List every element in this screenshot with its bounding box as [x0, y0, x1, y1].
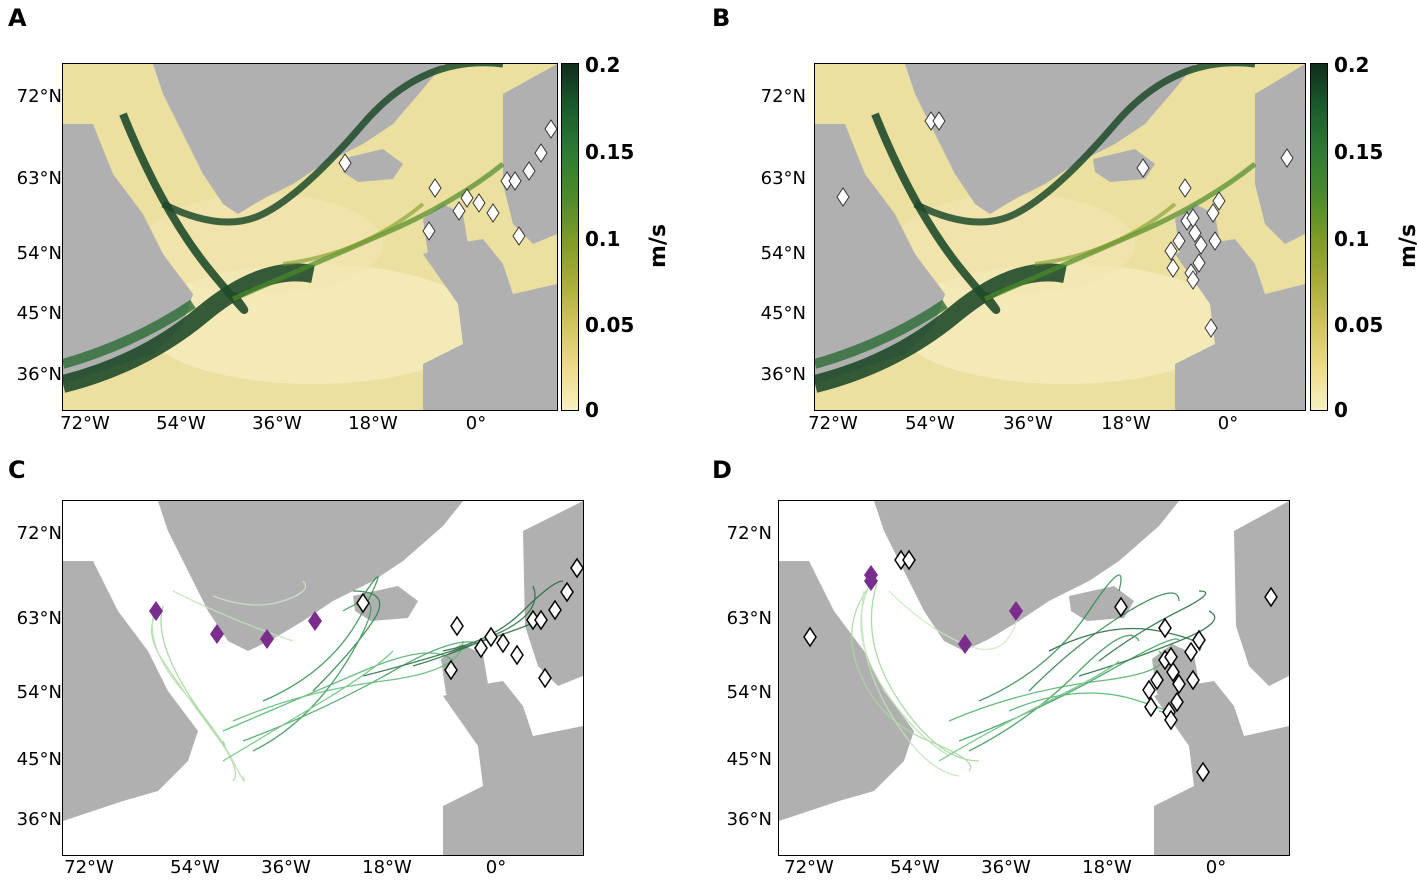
- lon-tick-d-0: 0°: [1205, 857, 1227, 878]
- lon-tick-d-54w: 54°W: [890, 857, 940, 878]
- lat-tick-b-72: 72°N: [760, 86, 806, 107]
- lon-tick-c-0: 0°: [485, 857, 507, 878]
- lon-tick-b-0: 0°: [1217, 413, 1239, 434]
- land-greenland: [874, 501, 1179, 651]
- lat-tick-b-45: 45°N: [760, 303, 806, 324]
- trajectory-map-c: [63, 501, 583, 855]
- lon-tick-d-18w: 18°W: [1082, 857, 1132, 878]
- land-scandinavia: [1234, 501, 1289, 686]
- panel-label-d: D: [712, 456, 732, 484]
- lat-tick-a-36: 36°N: [16, 364, 62, 385]
- lat-tick-b-36: 36°N: [760, 364, 806, 385]
- lon-tick-a-0: 0°: [465, 413, 487, 434]
- colorbar-a-unit: m/s: [646, 223, 671, 268]
- map-panel-b: [814, 63, 1306, 411]
- lon-tick-c-72w: 72°W: [64, 857, 114, 878]
- lon-tick-d-36w: 36°W: [981, 857, 1031, 878]
- lat-tick-a-54: 54°N: [16, 243, 62, 264]
- land-europe: [443, 681, 583, 855]
- colorbar-a-tick-0: 0: [585, 398, 599, 422]
- colorbar-a-tick-0.15: 0.15: [585, 140, 635, 164]
- land-british-isles: [441, 644, 488, 704]
- lon-tick-b-54w: 54°W: [905, 413, 955, 434]
- map-panel-d: [778, 500, 1290, 856]
- release-markers-d: [864, 565, 1023, 654]
- land-iceland: [1093, 149, 1155, 182]
- land-europe: [1154, 681, 1289, 855]
- endpoint-markers-b: [836, 111, 1294, 338]
- lat-tick-b-54: 54°N: [760, 243, 806, 264]
- land-europe: [423, 239, 557, 410]
- panel-label-c: C: [8, 456, 26, 484]
- lat-tick-c-36: 36°N: [16, 809, 62, 830]
- trajectories-c: [151, 576, 564, 782]
- colorbar-b-tick-0.15: 0.15: [1334, 140, 1384, 164]
- land-europe: [1175, 239, 1305, 410]
- colorbar-b-tick-0: 0: [1334, 398, 1348, 422]
- endpoint-markers-d: [803, 549, 1278, 783]
- lat-tick-a-63: 63°N: [16, 168, 62, 189]
- colorbar-b-tick-0.1: 0.1: [1334, 227, 1370, 251]
- lat-tick-d-45: 45°N: [726, 749, 772, 770]
- lon-tick-d-72w: 72°W: [784, 857, 834, 878]
- lon-tick-b-72w: 72°W: [808, 413, 858, 434]
- lat-tick-c-63: 63°N: [16, 608, 62, 629]
- lat-tick-c-72: 72°N: [16, 523, 62, 544]
- land-greenland: [158, 501, 463, 651]
- land-north-america: [779, 561, 914, 821]
- lon-tick-a-54w: 54°W: [156, 413, 206, 434]
- colorbar-b-unit: m/s: [1396, 223, 1417, 268]
- trajectories-d: [851, 574, 1216, 777]
- trajectory-map-d: [779, 501, 1289, 855]
- colorbar-a: [561, 63, 579, 411]
- land-greenland: [153, 64, 443, 214]
- lat-tick-c-54: 54°N: [16, 682, 62, 703]
- lat-tick-d-36: 36°N: [726, 809, 772, 830]
- panel-label-b: B: [712, 4, 731, 32]
- panel-label-a: A: [8, 4, 27, 32]
- lon-tick-c-18w: 18°W: [362, 857, 412, 878]
- land-north-america: [63, 561, 198, 821]
- lon-tick-b-36w: 36°W: [1003, 413, 1053, 434]
- lon-tick-c-36w: 36°W: [261, 857, 311, 878]
- land-iceland: [353, 586, 418, 621]
- colorbar-b: [1310, 63, 1328, 411]
- lat-tick-b-63: 63°N: [760, 168, 806, 189]
- lat-tick-d-72: 72°N: [726, 523, 772, 544]
- endpoint-markers-c: [356, 557, 583, 689]
- release-markers-c: [149, 601, 322, 649]
- colorbar-b-tick-0.05: 0.05: [1334, 313, 1384, 337]
- land-british-isles: [423, 204, 468, 264]
- land-scandinavia: [523, 501, 583, 686]
- colorbar-a-tick-0.1: 0.1: [585, 227, 621, 251]
- colorbar-a-tick-0.05: 0.05: [585, 313, 635, 337]
- lat-tick-d-54: 54°N: [726, 682, 772, 703]
- lat-tick-a-45: 45°N: [16, 303, 62, 324]
- land-scandinavia: [503, 64, 557, 244]
- lat-tick-a-72: 72°N: [16, 86, 62, 107]
- land-iceland: [341, 149, 403, 182]
- lon-tick-a-18w: 18°W: [348, 413, 398, 434]
- land-greenland: [905, 64, 1195, 214]
- lat-tick-c-45: 45°N: [16, 749, 62, 770]
- map-panel-c: [62, 500, 584, 856]
- land-scandinavia: [1255, 64, 1305, 244]
- lon-tick-a-72w: 72°W: [60, 413, 110, 434]
- lon-tick-c-54w: 54°W: [170, 857, 220, 878]
- map-panel-a: [62, 63, 558, 411]
- lon-tick-a-36w: 36°W: [252, 413, 302, 434]
- speed-map-a: [63, 64, 557, 410]
- lon-tick-b-18w: 18°W: [1101, 413, 1151, 434]
- speed-map-b: [815, 64, 1305, 410]
- colorbar-b-tick-0.2: 0.2: [1334, 53, 1370, 77]
- lat-tick-d-63: 63°N: [726, 608, 772, 629]
- colorbar-a-tick-0.2: 0.2: [585, 53, 621, 77]
- endpoint-markers-a: [338, 119, 557, 246]
